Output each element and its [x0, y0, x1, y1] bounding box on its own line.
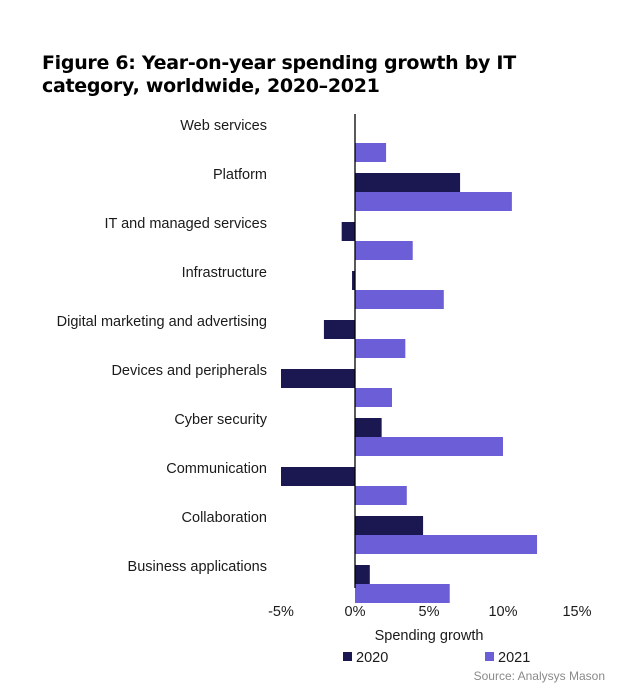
- x-axis-title: Spending growth: [375, 628, 484, 644]
- bar-2021-1: [355, 192, 512, 211]
- bar-2021-8: [355, 535, 538, 554]
- category-label: Infrastructure: [182, 265, 267, 281]
- category-label: Cyber security: [174, 412, 267, 428]
- legend-label-2020: 2020: [356, 650, 388, 666]
- chart-title: Figure 6: Year-on-year spending growth b…: [42, 52, 516, 97]
- x-tick-label: 10%: [488, 604, 517, 620]
- bar-2021-9: [355, 584, 450, 603]
- legend-swatch-2021: [485, 652, 494, 661]
- bar-2020-3: [352, 271, 355, 290]
- category-label: Devices and peripherals: [111, 363, 267, 379]
- x-tick-label: 0%: [345, 604, 366, 620]
- legend: 2020 2021: [343, 650, 530, 666]
- source-note: Source: Analysys Mason: [474, 669, 605, 683]
- category-label: Communication: [166, 461, 267, 477]
- bar-2021-3: [355, 290, 444, 309]
- bar-2020-6: [355, 418, 382, 437]
- bar-2020-2: [341, 222, 355, 241]
- bar-2021-5: [355, 388, 392, 407]
- bar-2020-8: [355, 516, 424, 535]
- bar-2021-7: [355, 486, 407, 505]
- category-label: Digital marketing and advertising: [57, 314, 267, 330]
- bar-2021-0: [355, 143, 387, 162]
- bar-2020-9: [355, 565, 370, 584]
- category-label: Business applications: [128, 559, 267, 575]
- bar-2021-2: [355, 241, 413, 260]
- category-label: Collaboration: [182, 510, 267, 526]
- bar-2021-4: [355, 339, 406, 358]
- category-label: Web services: [180, 118, 267, 134]
- x-tick-label: 15%: [562, 604, 591, 620]
- bar-2021-6: [355, 437, 503, 456]
- bar-2020-1: [355, 173, 461, 192]
- legend-label-2021: 2021: [498, 650, 530, 666]
- bar-2020-5: [281, 369, 355, 388]
- bar-2020-4: [323, 320, 355, 339]
- category-label: IT and managed services: [104, 216, 267, 232]
- x-tick-label: 5%: [419, 604, 440, 620]
- bar-2020-7: [281, 467, 355, 486]
- x-tick-label: -5%: [268, 604, 294, 620]
- legend-swatch-2020: [343, 652, 352, 661]
- category-label: Platform: [213, 167, 267, 183]
